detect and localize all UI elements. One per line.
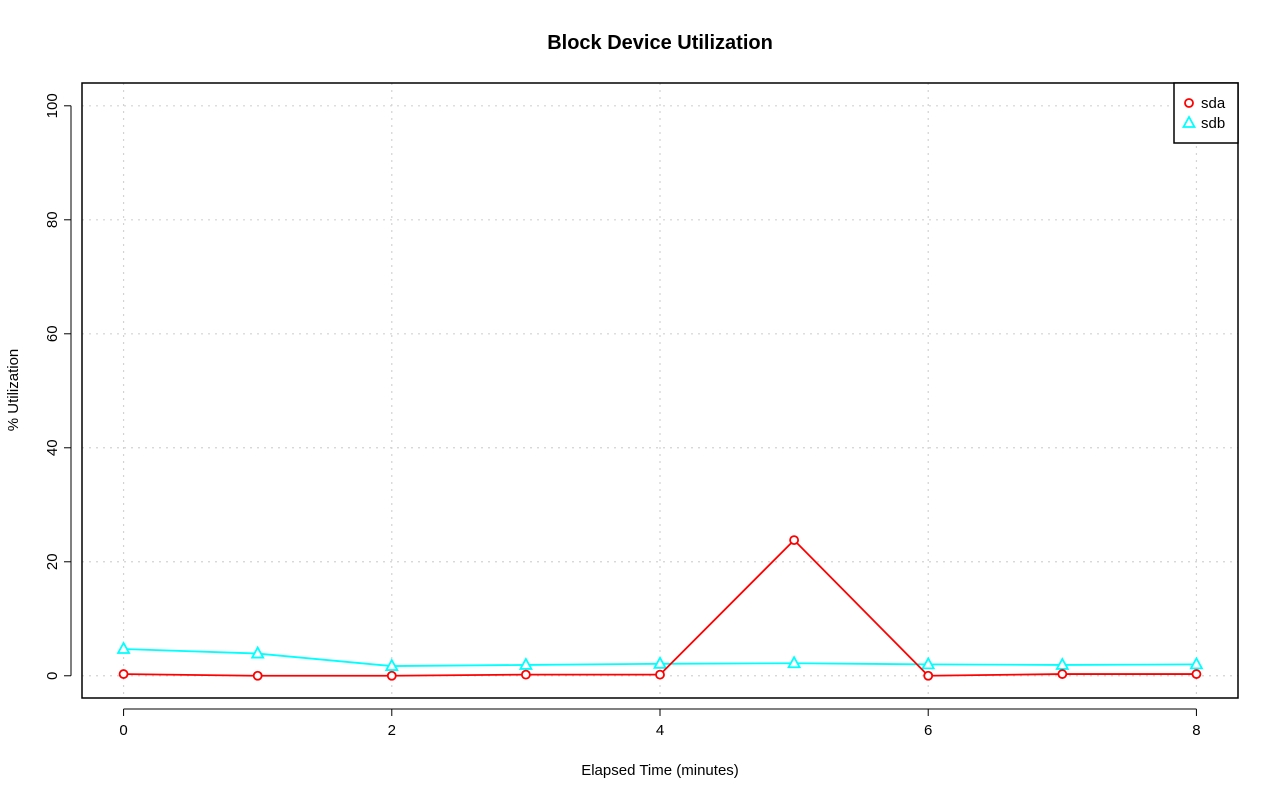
data-point-sda <box>923 670 934 681</box>
data-point-sdb <box>921 656 936 670</box>
chart-title: Block Device Utilization <box>547 32 773 54</box>
y-tick-label: 20 <box>44 553 61 570</box>
data-point-sda <box>118 669 129 679</box>
data-point-sda <box>789 535 800 546</box>
data-point-sdb <box>787 655 802 669</box>
legend-marker-sda <box>1184 98 1194 108</box>
y-tick-label: 60 <box>44 325 61 342</box>
data-point-sda <box>1057 669 1068 679</box>
data-point-sda <box>520 669 531 680</box>
y-tick-label: 80 <box>44 211 61 228</box>
data-point-sda <box>655 669 665 680</box>
legend: sda sdb <box>1173 82 1239 144</box>
y-tick-label: 0 <box>44 672 61 680</box>
x-tick-label: 2 <box>388 722 396 739</box>
y-axis-label: % Utilization <box>5 349 22 432</box>
y-tick-label: 40 <box>44 439 61 456</box>
legend-label-sdb: sdb <box>1201 115 1225 132</box>
data-point-sda <box>252 670 263 681</box>
data-point-sdb <box>116 641 131 654</box>
data-point-sdb <box>250 645 265 659</box>
legend-marker-sdb <box>1181 115 1197 128</box>
x-tick-label: 0 <box>119 722 127 739</box>
data-point-sda <box>386 670 397 681</box>
legend-box <box>1173 82 1239 144</box>
x-axis-label: Elapsed Time (minutes) <box>581 762 739 779</box>
plot-frame <box>81 82 1239 699</box>
x-tick-label: 4 <box>656 722 664 739</box>
data-point-sdb <box>1189 656 1204 670</box>
data-point-sdb <box>1055 657 1070 670</box>
plot-layer <box>82 83 1238 698</box>
data-point-sda <box>1191 669 1202 679</box>
legend-label-sda: sda <box>1201 95 1226 112</box>
data-point-sdb <box>652 655 668 669</box>
x-tick-label: 6 <box>924 722 932 739</box>
x-tick-label: 8 <box>1192 722 1200 739</box>
y-tick-label: 100 <box>44 93 61 118</box>
data-point-sdb <box>384 658 399 671</box>
data-point-sdb <box>518 657 533 670</box>
